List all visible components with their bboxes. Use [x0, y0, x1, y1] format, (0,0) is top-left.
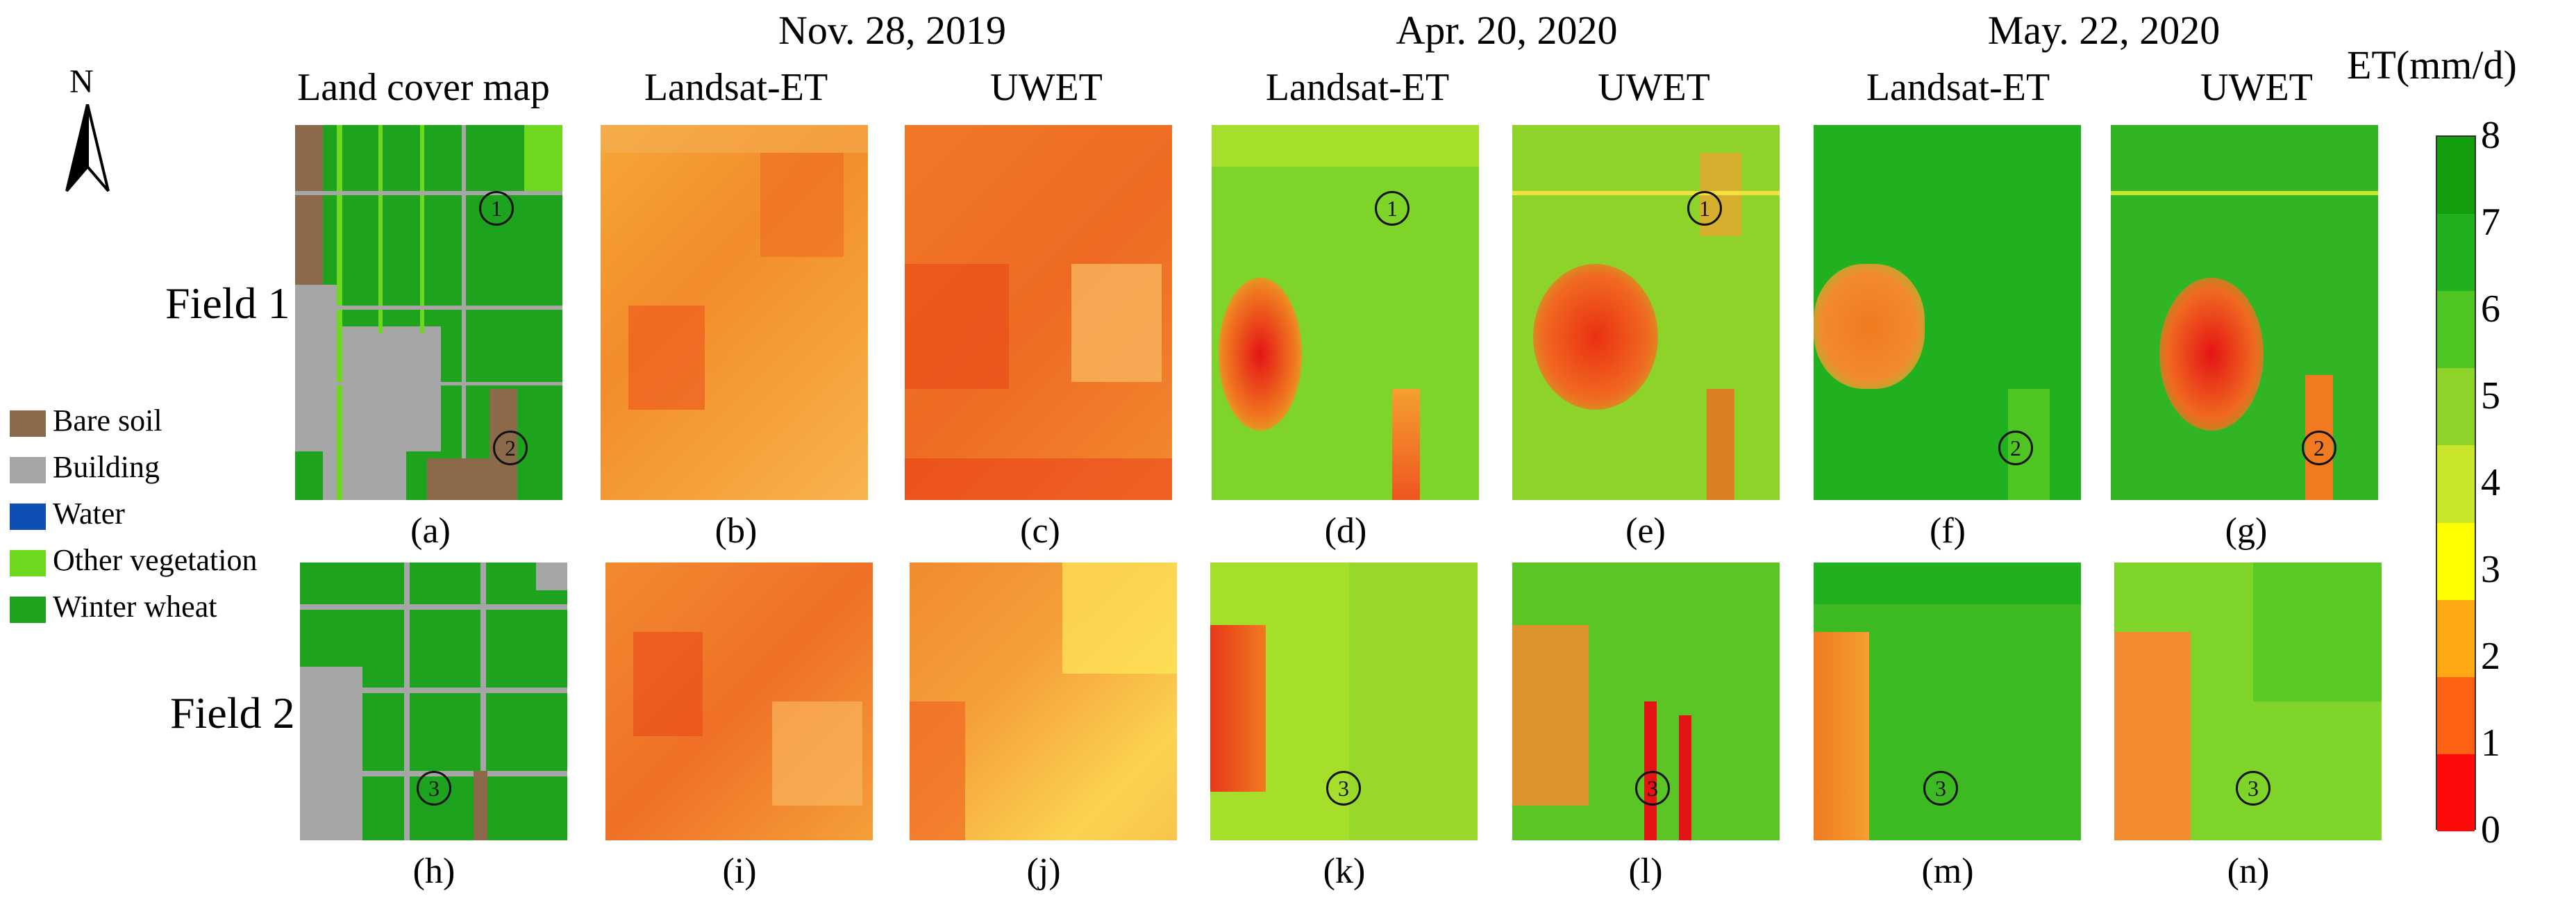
marker-2: 2	[493, 431, 528, 465]
caption-k: (k)	[1323, 851, 1366, 891]
colorbar-segment	[2437, 599, 2475, 677]
col-header-landsat-nov: Landsat-ET	[644, 66, 828, 109]
marker-3: 3	[1326, 771, 1361, 806]
legend-item-bare-soil: Bare soil	[10, 401, 162, 440]
colorbar-tick-label: 7	[2481, 201, 2500, 244]
caption-n: (n)	[2227, 851, 2270, 891]
field-2-label: Field 2	[170, 688, 295, 738]
panel-c-uwet-nov-field1	[905, 125, 1172, 500]
marker-2: 2	[2302, 431, 2336, 465]
col-header-landsat-apr: Landsat-ET	[1265, 66, 1450, 109]
legend-label: Water	[53, 497, 125, 531]
col-header-uwet-may: UWET	[2200, 66, 2313, 109]
colorbar-segment	[2437, 522, 2475, 600]
caption-a: (a)	[410, 511, 451, 551]
caption-m: (m)	[1921, 851, 1974, 891]
col-header-land-cover: Land cover map	[297, 66, 550, 109]
north-label: N	[69, 63, 94, 100]
marker-1: 1	[479, 191, 514, 226]
north-arrow-icon	[65, 104, 110, 192]
caption-c: (c)	[1020, 511, 1060, 551]
legend-label: Other vegetation	[53, 543, 258, 577]
panel-i-landsat-nov-field2	[605, 563, 873, 840]
date-header-nov-2019: Nov. 28, 2019	[778, 8, 1007, 53]
colorbar-tick-label: 0	[2481, 808, 2500, 851]
col-header-uwet-apr: UWET	[1598, 66, 1710, 109]
marker-2: 2	[1998, 431, 2033, 465]
caption-d: (d)	[1324, 511, 1367, 551]
caption-b: (b)	[714, 511, 758, 551]
colorbar-title: ET(mm/d)	[2347, 42, 2517, 88]
colorbar-tick-label: 1	[2481, 722, 2500, 765]
swatch-other-vegetation	[10, 549, 46, 576]
col-header-uwet-nov: UWET	[990, 66, 1103, 109]
caption-g: (g)	[2225, 511, 2268, 551]
panel-d-landsat-apr-field1	[1212, 125, 1479, 500]
marker-3: 3	[1923, 771, 1958, 806]
swatch-winter-wheat	[10, 596, 46, 623]
colorbar-tick-label: 4	[2481, 461, 2500, 504]
colorbar-tick-label: 3	[2481, 548, 2500, 591]
legend-item-winter-wheat: Winter wheat	[10, 588, 217, 626]
marker-3: 3	[1635, 771, 1670, 806]
panel-b-landsat-nov-field1	[601, 125, 868, 500]
panel-f-landsat-may-field1	[1814, 125, 2081, 500]
legend-label: Building	[53, 450, 160, 484]
legend-item-water: Water	[10, 494, 125, 533]
colorbar-segment	[2437, 445, 2475, 523]
swatch-water	[10, 503, 46, 530]
caption-f: (f)	[1930, 511, 1966, 551]
colorbar-tick-label: 2	[2481, 635, 2500, 678]
panel-e-uwet-apr-field1	[1512, 125, 1780, 500]
caption-j: (j)	[1026, 851, 1061, 891]
panel-j-uwet-nov-field2	[910, 563, 1177, 840]
colorbar-tick-label: 5	[2481, 374, 2500, 417]
field-1-label: Field 1	[165, 278, 290, 328]
caption-e: (e)	[1625, 511, 1666, 551]
colorbar-segment	[2437, 137, 2475, 215]
colorbar-tick-label: 8	[2481, 114, 2500, 157]
legend-item-building: Building	[10, 448, 160, 487]
swatch-building	[10, 456, 46, 483]
marker-3: 3	[2236, 771, 2270, 806]
colorbar	[2436, 135, 2476, 831]
caption-i: (i)	[722, 851, 757, 891]
marker-1: 1	[1687, 191, 1722, 226]
legend-item-other-vegetation: Other vegetation	[10, 541, 257, 580]
legend-label: Bare soil	[53, 403, 162, 438]
colorbar-segment	[2437, 368, 2475, 446]
swatch-bare-soil	[10, 410, 46, 437]
colorbar-segment	[2437, 291, 2475, 369]
col-header-landsat-may: Landsat-ET	[1866, 66, 2050, 109]
colorbar-segment	[2437, 214, 2475, 292]
panel-n-uwet-may-field2	[2114, 563, 2382, 840]
date-header-apr-2020: Apr. 20, 2020	[1396, 8, 1618, 53]
colorbar-tick-label: 6	[2481, 288, 2500, 331]
date-header-may-2020: May. 22, 2020	[1987, 8, 2220, 53]
marker-1: 1	[1375, 191, 1410, 226]
colorbar-segment	[2437, 676, 2475, 754]
panel-g-uwet-may-field1	[2111, 125, 2378, 500]
marker-3: 3	[417, 771, 451, 806]
colorbar-segment	[2437, 754, 2475, 831]
caption-h: (h)	[412, 851, 455, 891]
caption-l: (l)	[1628, 851, 1663, 891]
legend-label: Winter wheat	[53, 590, 217, 624]
